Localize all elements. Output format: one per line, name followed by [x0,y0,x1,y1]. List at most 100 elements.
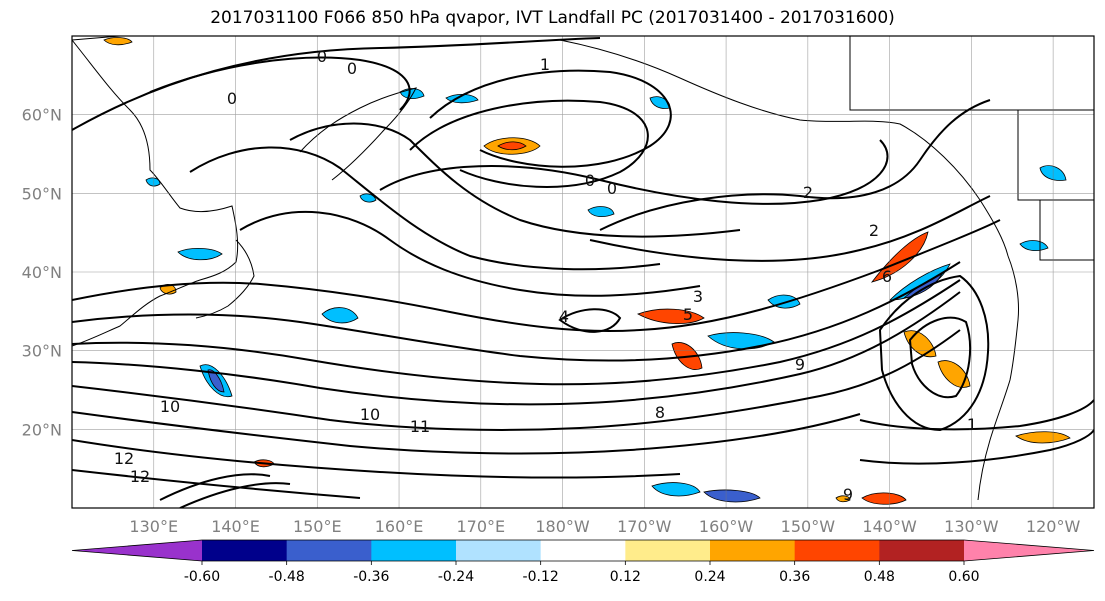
shade-positive [637,308,705,324]
contour-label: 12 [130,467,150,486]
contour-label: 0 [585,171,595,190]
contour-label: 10 [360,405,380,424]
lat-tick-label: 20°N [22,420,62,439]
contour-label: 0 [227,89,237,108]
contour-label: 0 [347,59,357,78]
contour-line [189,146,661,271]
contour-line [289,122,741,238]
contour-line [859,429,1094,465]
colorbar-tick-label: -0.60 [184,569,220,585]
shade-negative [587,206,615,218]
contour-line [149,56,411,111]
shade-negative [651,482,701,497]
shade-positive [835,495,851,503]
contour-label: 9 [843,485,853,504]
lon-tick-label: 170°E [456,517,505,536]
contour-line [429,69,672,168]
contour-line [379,139,889,205]
contour-label: 0 [607,179,617,198]
contour-line [159,473,271,501]
graticule [72,36,1094,508]
shade-negative [703,489,761,503]
contour-line [599,99,991,231]
lon-tick-label: 150°W [781,517,836,536]
colorbar-segment [540,540,626,561]
contour-line [72,439,681,479]
contour-label: 2 [869,221,879,240]
colorbar-tick-label: -0.48 [269,569,305,585]
contour-label: 10 [160,397,180,416]
contour-label: 5 [683,305,693,324]
lon-axis: 130°E 140°E 150°E 160°E 170°E 180°W 170°W 160°W… [129,517,1080,536]
contour-label: 4 [559,307,569,326]
lon-tick-label: 170°W [617,517,672,536]
contour-line [908,316,972,399]
lat-tick-label: 50°N [22,184,62,203]
lon-tick-label: 130°E [129,517,178,536]
shade-negative [359,193,377,203]
colorbar-segment [456,540,542,561]
shading-layer [103,37,1071,505]
map-title: 2017031100 F066 850 hPa qvapor, IVT Land… [210,8,895,28]
contour-label: 2 [803,183,813,202]
contour-line [589,195,991,262]
colorbar-tick-label: -0.24 [438,569,474,585]
colorbar-segment [710,540,796,561]
lat-tick-label: 40°N [22,263,62,282]
shade-positive-core [497,141,527,151]
contour-line [72,291,961,406]
lon-tick-label: 180°W [535,517,590,536]
colorbar-tick-label: -0.12 [523,569,559,585]
contour-line [72,469,361,499]
lon-tick-label: 160°W [699,517,754,536]
colorbar-tick-label: 0.24 [694,569,725,585]
contour-label: 0 [317,47,327,66]
colorbar-extension-max [964,540,1094,561]
contour-line [409,99,649,188]
lon-tick-label: 140°W [862,517,917,536]
shade-negative [321,307,359,324]
contour-line [72,37,601,131]
colorbar-tick-label: -0.36 [353,569,389,585]
shade-positive [937,360,971,388]
lon-tick-label: 120°W [1026,517,1081,536]
lat-tick-label: 30°N [22,342,62,361]
colorbar-extension-min [72,540,202,561]
map-frame [71,35,1095,509]
colorbar-tick-label: 0.48 [864,569,895,585]
shade-negative [1019,240,1049,252]
colorbar: -0.60 -0.48 -0.36 -0.24 -0.12 0.12 0.24 0.36 0.4… [71,539,1095,585]
lat-axis: 60°N 50°N 40°N 30°N 20°N [22,106,62,440]
contour-line [72,411,861,455]
lon-tick-label: 150°E [293,517,342,536]
coast-japan [195,239,255,319]
shade-positive [103,37,133,46]
contour-line [859,399,1094,431]
lat-tick-label: 60°N [22,106,62,125]
coast-na-west [977,255,1019,501]
border-canada [849,36,1094,261]
shade-negative [177,248,223,261]
colorbar-tick-label: 0.12 [610,569,641,585]
contour-label: 11 [410,417,430,436]
contour-label: 1 [540,55,550,74]
contour-label: 12 [114,449,134,468]
colorbar-segment [879,540,965,561]
contour-line [72,261,961,362]
colorbar-segment [371,540,457,561]
colorbar-segment [286,540,372,561]
contour-label: 8 [655,403,665,422]
contour-label: 9 [795,355,805,374]
contour-lines [72,37,1094,508]
colorbar-segment [202,540,288,561]
contour-label: 6 [882,267,892,286]
contour-line [558,308,622,333]
contour-line [878,274,990,432]
lon-tick-label: 130°W [944,517,999,536]
colorbar-segment [625,540,711,561]
lon-tick-label: 160°E [375,517,424,536]
shade-positive [1015,431,1071,444]
contour-label: 3 [693,287,703,306]
colorbar-segment [794,540,880,561]
